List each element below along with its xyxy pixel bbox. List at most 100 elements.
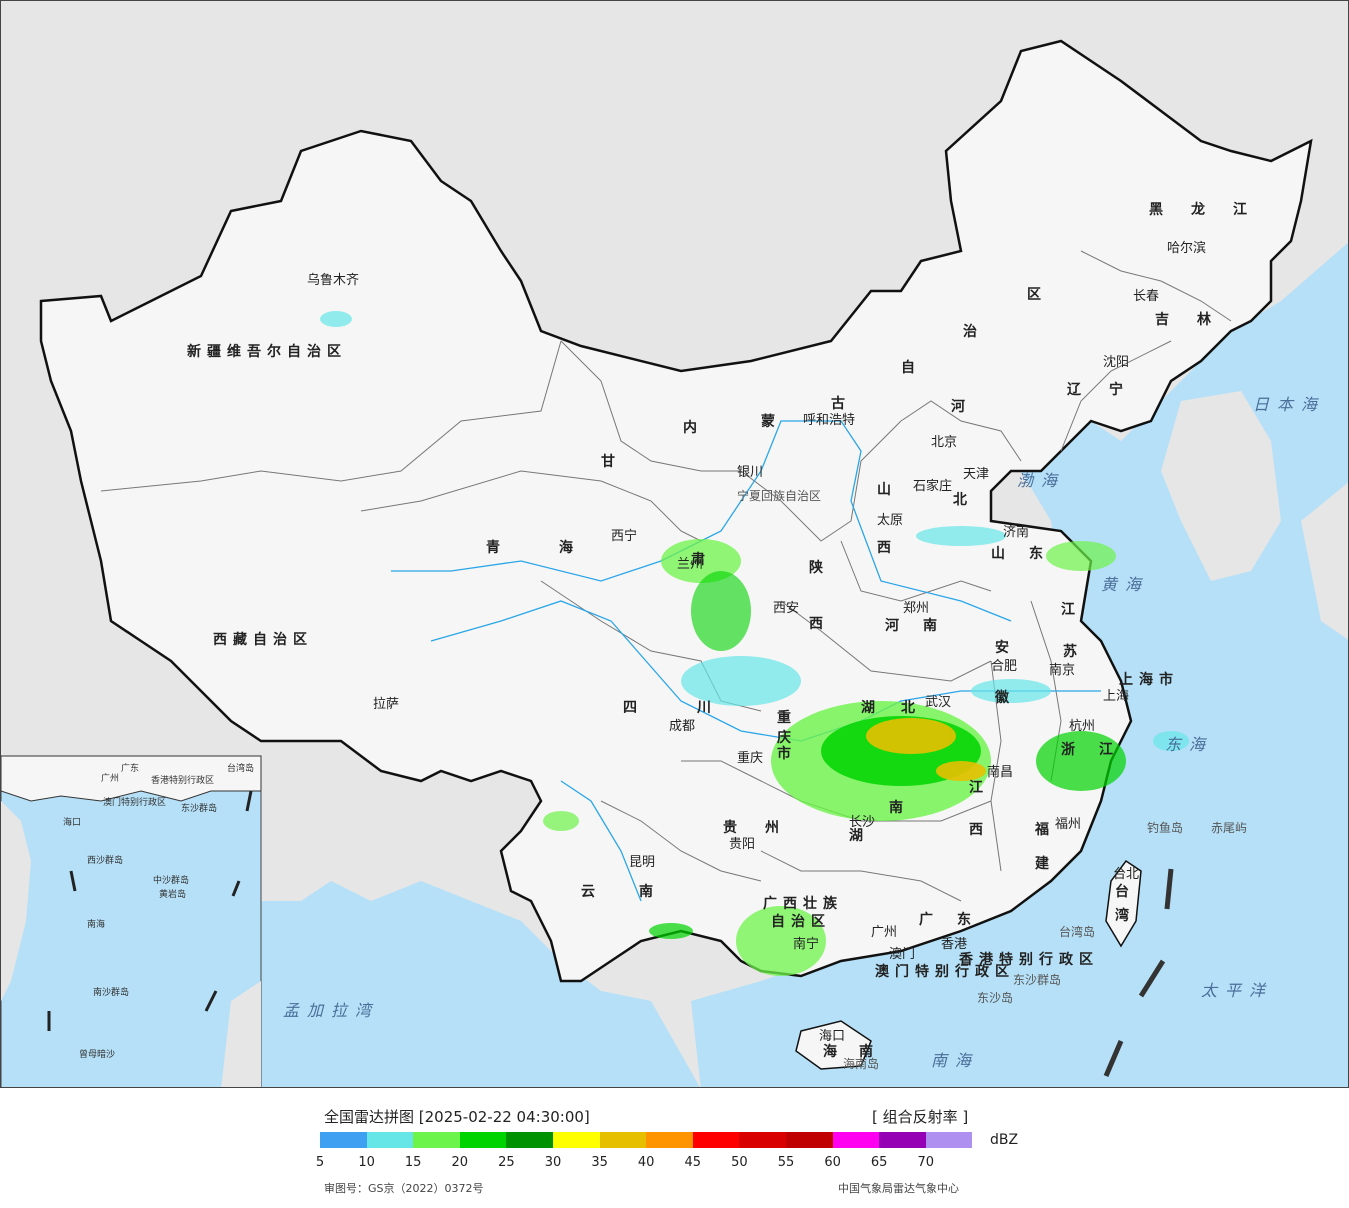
province-label-xizang: 西藏自治区 (213, 632, 313, 648)
province-label-part: 江 (1099, 742, 1119, 758)
province-label-part: 江 (1233, 202, 1253, 218)
legend-product: [ 组合反射率 ] (872, 1108, 969, 1126)
province-label-part: 林 (1197, 312, 1217, 328)
map-canvas (1, 39, 1348, 1087)
radar-echo-layer (320, 311, 1189, 976)
province-label-part: 广 (919, 912, 939, 928)
credit-text: 中国气象局雷达气象中心 (838, 1182, 959, 1195)
province-label-part: 江 (969, 780, 989, 796)
province-label-part: 吉 (1155, 312, 1175, 328)
province-label-part: 南 (923, 618, 943, 634)
province-label-part: 蒙 (761, 414, 781, 430)
sea-label: 东海 (1165, 735, 1214, 754)
city-label: 重庆 (737, 751, 764, 766)
legend-tick-label: 30 (544, 1155, 562, 1170)
city-label: 福州 (1055, 817, 1082, 832)
province-label-part: 川 (697, 700, 717, 716)
radar-map: 新疆维吾尔自治区 西藏自治区 广西壮族 自治区 上海市 香港特别行政区 澳门特别行政区青海甘… (0, 0, 1349, 1088)
china-land (39, 39, 1313, 983)
legend-tick-label: 35 (591, 1155, 608, 1170)
province-label-xinjiang: 新疆维吾尔自治区 (187, 344, 347, 360)
province-label-part: 州 (765, 820, 785, 836)
province-label-part: 北 (901, 700, 921, 716)
province-label-part: 龙 (1191, 202, 1211, 218)
legend-tick-label: 65 (870, 1155, 888, 1170)
legend-panel: 全国雷达拼图 [2025-02-22 04:30:00] [ 组合反射率 ] d… (0, 1088, 1349, 1208)
province-label-part: 台 (1115, 884, 1135, 900)
sea-label: 孟加拉湾 (283, 1001, 380, 1020)
city-label: 西宁 (611, 529, 638, 544)
legend-swatch (646, 1132, 693, 1148)
inset-label: 台湾岛 (227, 764, 255, 774)
city-label: 香港 (941, 937, 968, 952)
city-label: 南京 (1049, 663, 1076, 678)
legend-unit: dBZ (990, 1132, 1019, 1148)
korea-land (1161, 391, 1281, 581)
province-label-part: 苏 (1063, 644, 1083, 660)
maritime-boundary-dashes (1103, 868, 1174, 1077)
legend-tick-label: 60 (824, 1155, 841, 1170)
province-label-part: 古 (831, 396, 851, 412)
province-label-part: 河 (885, 618, 905, 634)
province-label-part: 南 (889, 800, 909, 816)
city-label: 澳门 (889, 947, 916, 962)
sea-label: 南海 (931, 1051, 980, 1070)
city-label: 郑州 (903, 601, 930, 616)
province-label-part: 甘 (601, 454, 621, 470)
taiwan-island (1105, 859, 1142, 948)
province-label-guangxi: 广西壮族 (763, 896, 843, 912)
legend-tick-label: 5 (315, 1155, 325, 1170)
province-label-part: 南 (859, 1044, 879, 1060)
province-label-part: 重 (777, 710, 797, 726)
city-label: 长沙 (849, 815, 876, 830)
legend-tick-label: 25 (498, 1155, 515, 1170)
province-label-part: 云 (581, 884, 601, 900)
province-label-part: 河 (951, 399, 971, 415)
province-label-part: 庆 (777, 730, 797, 746)
city-label: 拉萨 (373, 697, 400, 712)
province-label-part: 江 (1061, 602, 1081, 618)
city-label: 广州 (871, 925, 898, 940)
legend-tick-label: 40 (637, 1155, 655, 1170)
province-label-part: 青 (486, 540, 506, 556)
japan-land (1301, 482, 1348, 640)
province-label-part: 海 (559, 540, 579, 556)
city-label: 济南 (1003, 525, 1030, 540)
city-label: 台北 (1113, 867, 1140, 882)
province-label-part: 黑 (1149, 202, 1169, 218)
legend-swatch (552, 1132, 600, 1148)
legend-swatch (459, 1132, 507, 1148)
province-label-part: 贵 (723, 820, 743, 836)
inset-label: 香港特别行政区 (151, 776, 215, 786)
province-label-part: 安 (995, 640, 1015, 656)
province-label-shanghai: 上海市 (1119, 672, 1179, 688)
province-label-macau: 澳门特别行政区 (875, 964, 1015, 980)
legend-swatch (506, 1132, 553, 1148)
south-china-sea-inset (1, 755, 262, 1087)
city-label: 呼和浩特 (803, 413, 856, 428)
legend-swatch (320, 1132, 367, 1148)
province-label-part: 海 (823, 1044, 843, 1060)
island-label: 东沙群岛 (1013, 973, 1062, 987)
city-label: 成都 (669, 719, 696, 734)
province-label-part: 西 (809, 616, 829, 632)
province-label-part: 辽 (1067, 382, 1087, 398)
legend-tick-label: 10 (358, 1155, 375, 1170)
city-label: 乌鲁木齐 (307, 273, 360, 288)
province-label-guangxi-2: 自治区 (771, 914, 831, 930)
city-label: 南昌 (987, 765, 1014, 780)
city-label: 长春 (1133, 289, 1160, 304)
city-label: 哈尔滨 (1167, 241, 1207, 256)
legend-tick-label: 70 (917, 1155, 935, 1170)
province-label-part: 宁 (1109, 382, 1129, 398)
sea-label: 太平洋 (1201, 981, 1274, 1000)
legend-color-bar (320, 1132, 973, 1148)
province-label-part: 湾 (1115, 908, 1135, 924)
province-label-part: 东 (957, 912, 977, 928)
legend-tick-label: 15 (404, 1155, 422, 1170)
legend-swatch (413, 1132, 460, 1148)
legend-swatch (925, 1132, 973, 1148)
city-label: 太原 (877, 513, 904, 528)
inset-label: 中沙群岛 (153, 876, 190, 886)
inset-label: 黄岩岛 (159, 890, 187, 900)
